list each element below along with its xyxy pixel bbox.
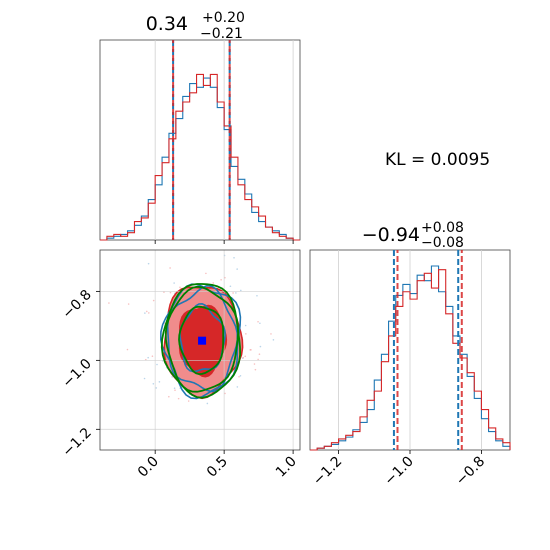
scatter-point <box>173 282 175 284</box>
scatter-point <box>236 268 238 270</box>
scatter-point <box>147 356 149 359</box>
truth-marker-blue <box>198 336 207 345</box>
scatter-point <box>156 363 158 366</box>
scatter-point <box>272 339 275 341</box>
param2-title-upper-error: +0.08 <box>421 220 464 236</box>
panel-frame <box>99 39 301 241</box>
param1-title-value: 0.34 <box>146 13 188 35</box>
param2-title-value: −0.94 <box>362 224 420 246</box>
scatter-point <box>212 282 215 284</box>
x-tick-label: −1.0 <box>381 454 416 489</box>
scatter-point <box>144 312 146 314</box>
scatter-point <box>177 397 180 400</box>
contour-panel: 0.0 0.5 1.0 −0.8 −1.0 −1.2 <box>59 249 301 481</box>
scatter-point <box>187 400 190 402</box>
scatter-point <box>169 267 171 269</box>
blue-contour-line <box>159 283 242 400</box>
scatter-point <box>239 374 242 377</box>
scatter-point <box>169 291 172 294</box>
scatter-point <box>174 389 176 391</box>
scatter-point <box>233 257 235 259</box>
histogram-panel-param2: −1.2 −1.0 −0.8 −0.94 +0.08 −0.08 <box>309 220 511 489</box>
scatter-point <box>168 395 170 398</box>
x-tick-label: 1.0 <box>273 454 300 481</box>
scatter-point <box>171 376 173 378</box>
scatter-point <box>256 294 258 297</box>
y-tick-label: −0.8 <box>59 287 94 322</box>
scatter-point <box>229 285 232 288</box>
scatter-point <box>155 387 158 389</box>
scatter-point <box>158 381 161 383</box>
x-tick-label: −1.2 <box>310 454 345 489</box>
scatter-point <box>258 353 261 356</box>
histogram-series-blue <box>100 77 300 241</box>
param2-title-lower-error: −0.08 <box>421 235 464 251</box>
scatter-point <box>253 363 256 365</box>
histogram-series-red <box>100 73 300 241</box>
scatter-point <box>126 348 129 351</box>
scatter-point <box>257 358 259 361</box>
green-contour-line <box>164 285 240 393</box>
histogram-series-red <box>310 269 511 451</box>
y-tick-label: −1.2 <box>59 425 94 460</box>
scatter-point <box>148 312 150 314</box>
param1-title-lower-error: −0.21 <box>200 26 243 42</box>
scatter-point <box>127 303 130 305</box>
scatter-point <box>249 349 252 351</box>
scatter-point <box>232 292 234 294</box>
green-contour-line <box>178 305 225 376</box>
x-tick-label: 0.0 <box>135 454 162 481</box>
scatter-point <box>259 322 261 325</box>
scatter-point <box>173 387 176 390</box>
scatter-point <box>151 355 154 358</box>
scatter-point <box>242 356 245 359</box>
histogram-panel-param1: 0.34 +0.20 −0.21 <box>99 10 301 244</box>
scatter-point <box>270 333 272 335</box>
scatter-point <box>236 386 239 388</box>
scatter-point <box>257 320 259 323</box>
scatter-point <box>152 383 155 385</box>
green-contour-line <box>160 283 242 399</box>
scatter-point <box>147 262 150 265</box>
scatter-point <box>108 302 110 304</box>
scatter-point <box>244 355 247 358</box>
scatter-point <box>245 333 247 335</box>
scatter-point <box>254 368 257 371</box>
x-tick-label: −0.8 <box>453 454 488 489</box>
y-tick-label: −1.0 <box>59 356 94 391</box>
scatter-point <box>224 392 226 395</box>
scatter-point <box>206 402 209 405</box>
scatter-point <box>238 375 240 378</box>
scatter-point <box>240 289 242 292</box>
param1-title-upper-error: +0.20 <box>202 10 245 26</box>
scatter-point <box>235 292 237 294</box>
scatter-point <box>220 278 222 281</box>
scatter-point <box>145 310 148 313</box>
scatter-point <box>143 377 146 380</box>
kl-annotation: KL = 0.0095 <box>385 150 490 170</box>
scatter-point <box>259 345 262 348</box>
x-tick-label: 0.5 <box>204 454 231 481</box>
scatter-point <box>179 286 181 289</box>
scatter-point <box>152 299 155 302</box>
panel-frame <box>99 249 301 451</box>
scatter-point <box>244 324 247 327</box>
scatter-point <box>205 272 207 275</box>
